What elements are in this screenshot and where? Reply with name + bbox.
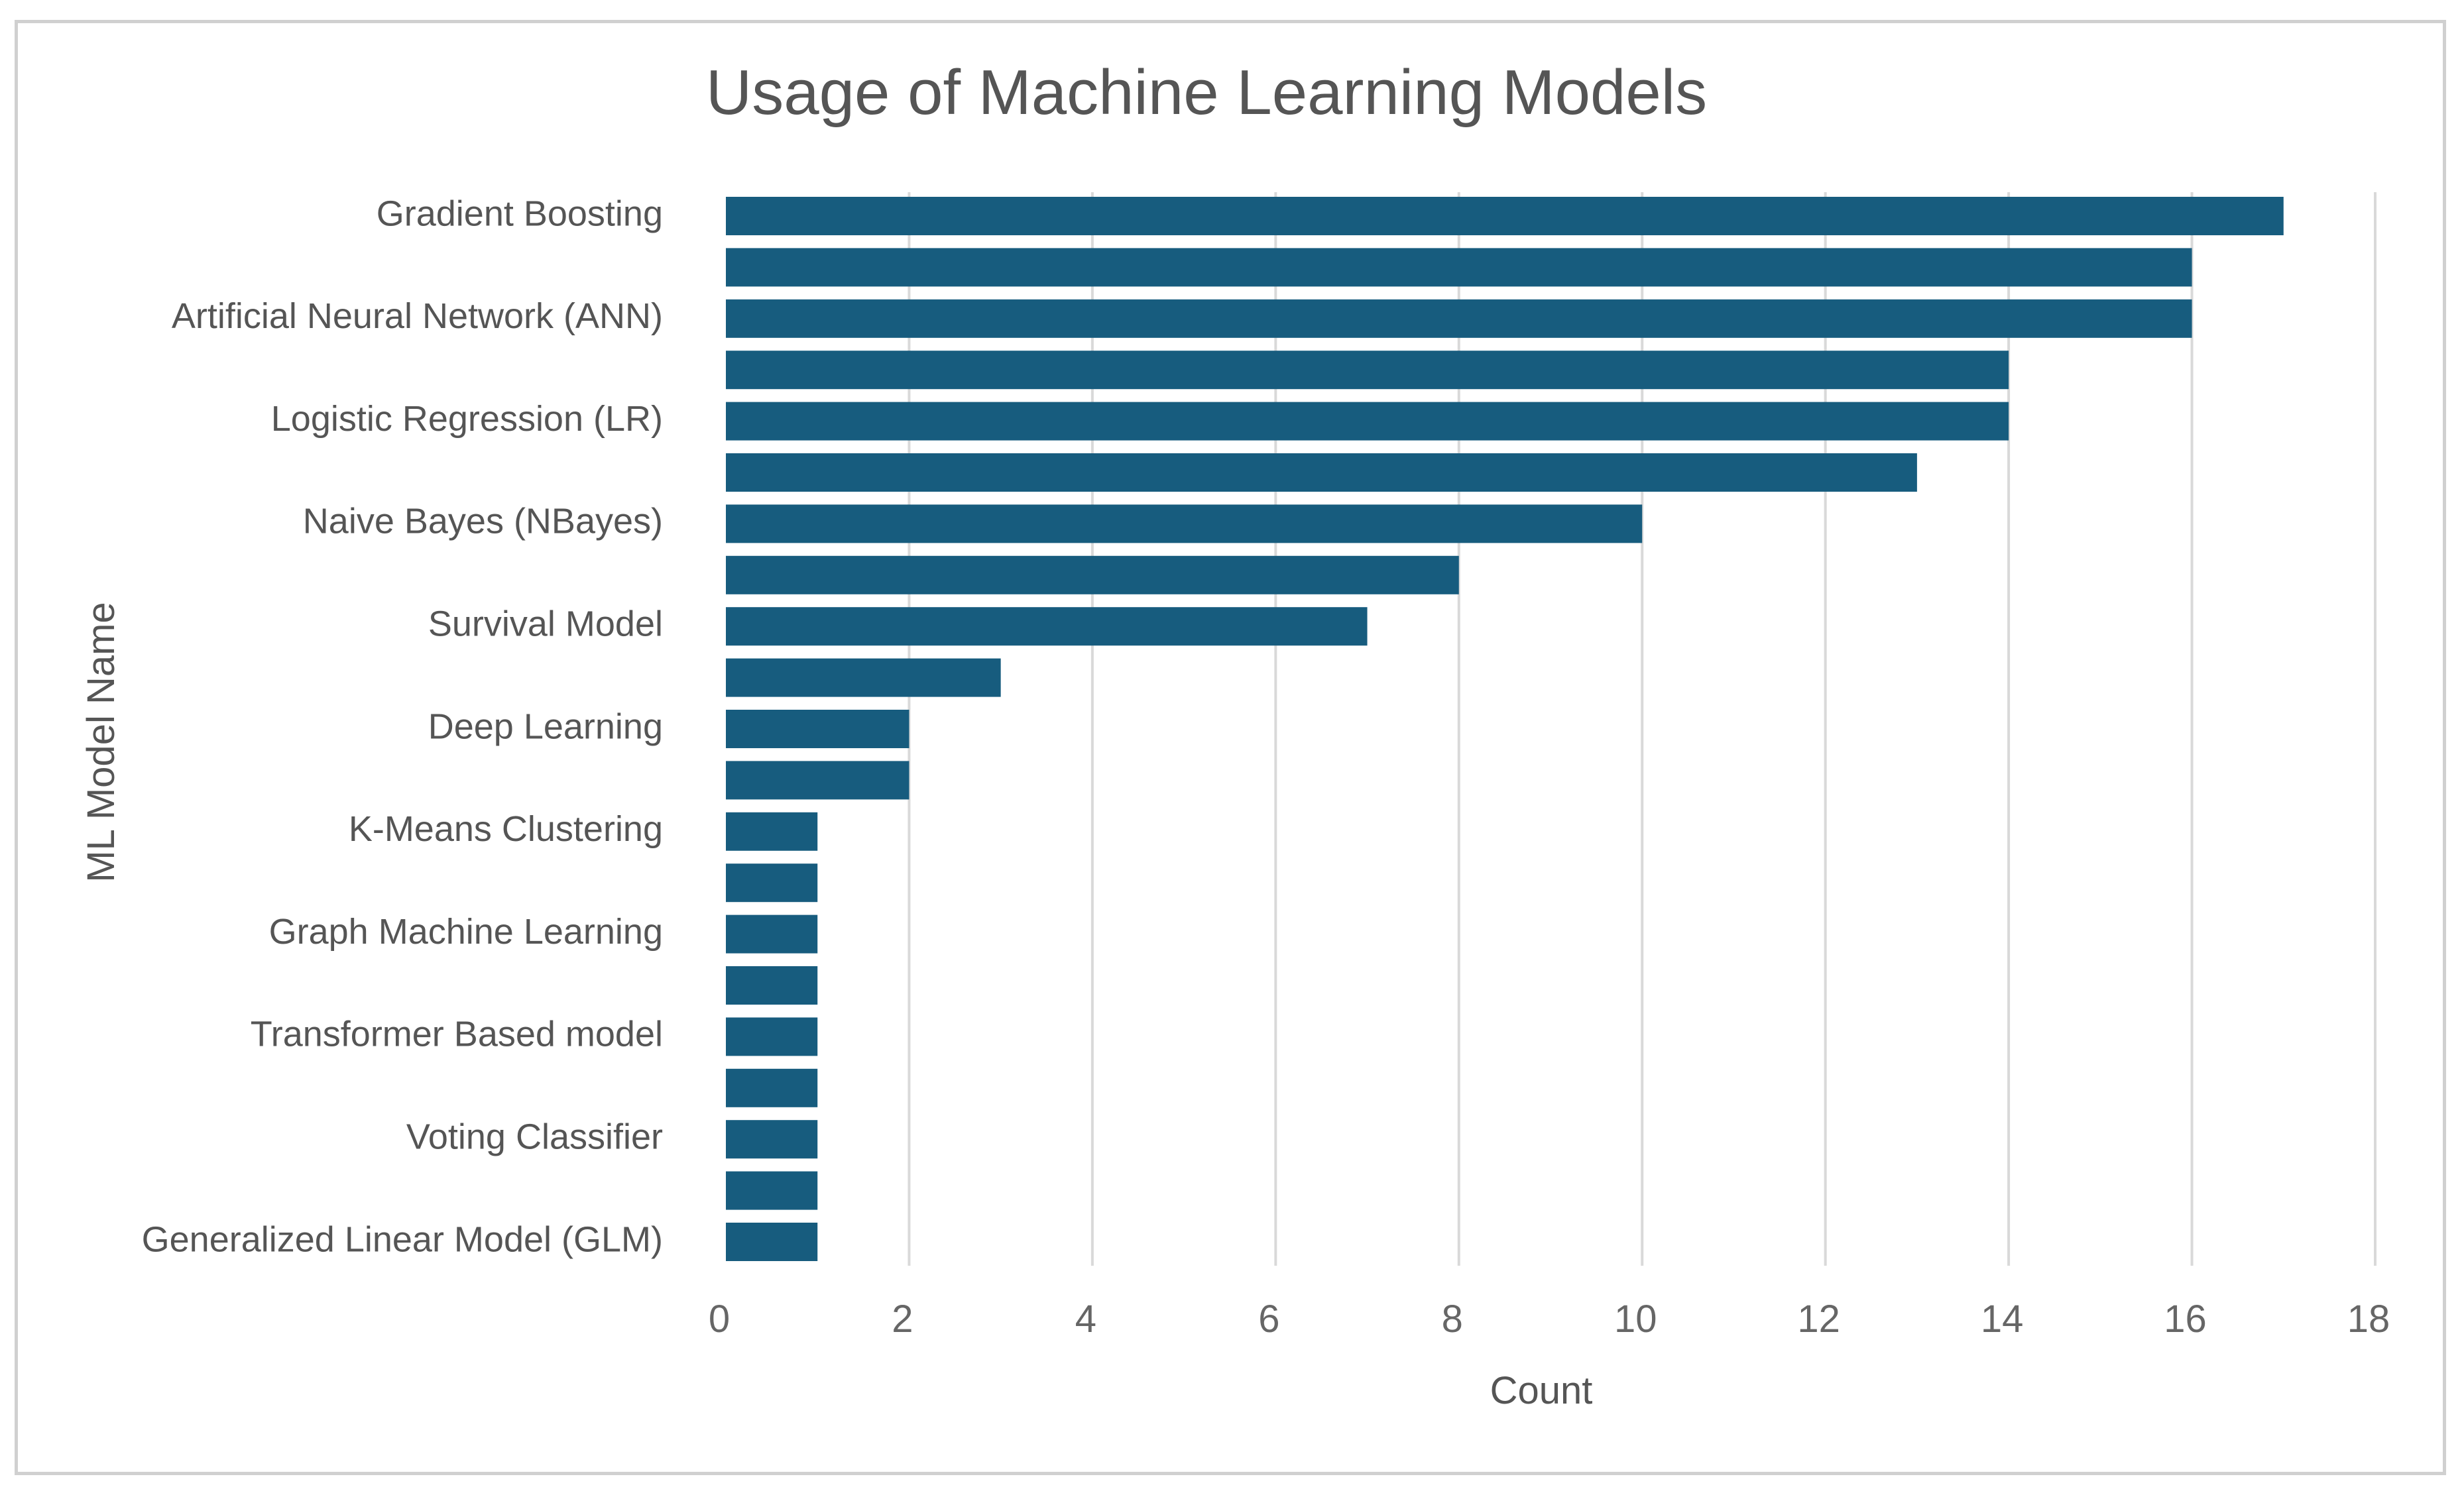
x-tick-label: 16 <box>2164 1298 2207 1341</box>
bar <box>726 555 1459 594</box>
category-label: Naive Bayes (NBayes) <box>303 502 663 541</box>
x-tick-labels: 0 2 4 6 8 10 12 14 16 18 <box>709 1298 2390 1341</box>
category-label: Logistic Regression (LR) <box>271 399 663 439</box>
bar <box>726 299 2192 338</box>
category-label: Artificial Neural Network (ANN) <box>172 296 663 336</box>
x-tick-label: 6 <box>1258 1298 1279 1341</box>
bar <box>726 966 818 1005</box>
bar <box>726 607 1368 646</box>
x-tick-label: 14 <box>1981 1298 2024 1341</box>
category-label: Survival Model <box>428 604 663 643</box>
category-labels: Gradient Boosting Artificial Neural Netwo… <box>142 194 663 1259</box>
category-label: K-Means Clustering <box>349 809 663 849</box>
bar <box>726 761 909 800</box>
bar <box>726 1068 818 1107</box>
bar <box>726 351 2009 390</box>
x-tick-label: 0 <box>709 1298 730 1341</box>
bar <box>726 915 818 954</box>
x-tick-label: 2 <box>892 1298 913 1341</box>
bar <box>726 1223 818 1261</box>
category-label: Gradient Boosting <box>377 194 663 233</box>
bar <box>726 1120 818 1159</box>
bar <box>726 248 2192 287</box>
bars <box>726 197 2284 1261</box>
category-label: Graph Machine Learning <box>269 912 663 952</box>
category-label: Transformer Based model <box>251 1015 663 1054</box>
x-tick-label: 18 <box>2347 1298 2390 1341</box>
x-tick-label: 4 <box>1075 1298 1096 1341</box>
x-axis-title: Count <box>1490 1369 1593 1412</box>
bar <box>726 812 818 851</box>
category-label: Generalized Linear Model (GLM) <box>142 1219 663 1259</box>
x-tick-label: 12 <box>1797 1298 1840 1341</box>
category-label: Deep Learning <box>428 706 663 746</box>
x-tick-label: 10 <box>1614 1298 1657 1341</box>
bar <box>726 402 2009 441</box>
bar <box>726 1171 818 1210</box>
bar <box>726 710 909 748</box>
y-axis-title: ML Model Name <box>80 602 123 882</box>
bar <box>726 504 1643 543</box>
bar <box>726 658 1001 697</box>
x-tick-label: 8 <box>1442 1298 1463 1341</box>
bar <box>726 863 818 903</box>
category-label: Voting Classifier <box>406 1117 663 1156</box>
chart-title: Usage of Machine Learning Models <box>706 57 1707 128</box>
bar <box>726 197 2284 235</box>
bar <box>726 1017 818 1056</box>
bar <box>726 453 1917 492</box>
